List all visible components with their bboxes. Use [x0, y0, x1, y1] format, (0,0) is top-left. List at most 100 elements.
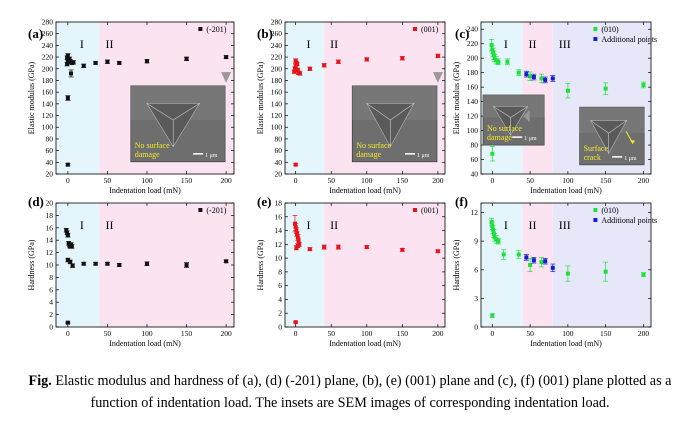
data-point [528, 74, 532, 78]
data-point [604, 270, 608, 274]
region-I [481, 203, 523, 327]
data-point [543, 259, 547, 263]
y-axis-label: Hardness (GPa) [452, 239, 461, 290]
region-II [324, 203, 445, 327]
x-axis-label: Indentation load (mN) [329, 186, 401, 195]
y-tick-label: 80 [46, 134, 54, 143]
data-point [68, 260, 72, 264]
x-tick-label: 200 [432, 329, 444, 338]
sem-inset-inset: No surfacedamage 1 μm [352, 86, 437, 162]
region-label: II [330, 37, 338, 51]
data-point [566, 89, 570, 93]
y-tick-label: 60 [471, 155, 479, 164]
y-tick-label: 8 [49, 273, 53, 282]
y-tick-label: 18 [46, 211, 54, 220]
legend-marker [593, 218, 597, 222]
data-point [400, 56, 404, 60]
y-tick-label: 100 [42, 123, 54, 132]
data-point [185, 57, 189, 61]
figure-canvas: I II0 50 100 150 2002040608010012014016018020… [0, 0, 700, 370]
y-tick-label: 3 [474, 294, 478, 303]
x-tick-label: 100 [562, 329, 574, 338]
y-tick-label: 12 [275, 240, 283, 249]
data-point [400, 248, 404, 252]
chart-panel-c: I II III0 50 100 150 2004060801001201401601802… [452, 22, 657, 195]
data-point [524, 255, 528, 259]
data-point [436, 249, 440, 253]
x-tick-label: 50 [526, 176, 534, 185]
y-tick-label: 40 [46, 158, 54, 167]
data-point [66, 96, 70, 100]
data-point [496, 60, 500, 64]
x-tick-label: 200 [220, 329, 232, 338]
y-tick-label: 18 [275, 199, 283, 208]
x-tick-label: 0 [294, 176, 298, 185]
x-axis-label: Indentation load (mN) [329, 339, 401, 348]
legend-marker [413, 208, 417, 212]
data-point [566, 272, 570, 276]
legend-entry: (-201) [206, 206, 226, 215]
x-tick-label: 100 [141, 329, 153, 338]
y-tick-label: 6 [474, 265, 478, 274]
legend-entry: (010) [601, 25, 619, 34]
data-point [295, 62, 299, 66]
data-point [224, 259, 228, 263]
data-point [551, 76, 555, 80]
y-tick-label: 20 [46, 199, 54, 208]
data-point [294, 163, 298, 167]
y-tick-label: 200 [467, 54, 479, 63]
y-tick-label: 20 [275, 170, 283, 179]
x-tick-label: 150 [600, 329, 612, 338]
data-point [145, 59, 149, 63]
data-point [294, 225, 298, 229]
data-point [539, 260, 543, 264]
y-tick-label: 2 [49, 310, 53, 319]
y-tick-label: 220 [271, 53, 283, 62]
y-tick-label: 140 [467, 97, 479, 106]
inset-label-line1: No surface [356, 141, 391, 150]
legend-marker [198, 208, 202, 212]
region-II [523, 203, 553, 327]
data-point [336, 245, 340, 249]
caption-text: Elastic modulus and hardness of (a), (d)… [52, 373, 672, 411]
sem-inset-inset_right: Surfacecrack 1 μm [580, 107, 645, 165]
chart-panel-d: I II0 50 100 150 20002468101214161820Indentat… [27, 194, 234, 348]
y-tick-label: 14 [46, 236, 54, 245]
data-point [66, 233, 70, 237]
y-tick-label: 2 [278, 309, 282, 318]
legend-entry: (001) [421, 206, 439, 215]
legend-marker [593, 27, 597, 31]
legend-entry: Additional points [601, 216, 657, 225]
x-tick-label: 150 [397, 176, 409, 185]
data-point [294, 229, 298, 233]
y-axis-label: Elastic modulus (GPa) [256, 61, 265, 134]
data-point [517, 71, 521, 75]
inset-label-line1: No surface [487, 124, 522, 133]
y-tick-label: 160 [467, 83, 479, 92]
sem-inset-inset: No surfacedamage 1 μm [131, 86, 225, 162]
data-point [94, 61, 98, 65]
y-tick-label: 12 [46, 248, 54, 257]
y-tick-label: 80 [275, 134, 283, 143]
data-point [436, 54, 440, 58]
panel-label: (d) [28, 194, 44, 209]
data-point [69, 71, 73, 75]
inset-label-line2: crack [584, 153, 601, 162]
inset-label-line1: Surface [584, 144, 609, 153]
panel-label: (e) [257, 194, 271, 209]
region-I [56, 203, 100, 327]
y-tick-label: 180 [271, 76, 283, 85]
data-point [66, 163, 70, 167]
data-point [322, 245, 326, 249]
region-I [285, 203, 324, 327]
legend-entry: (001) [421, 25, 439, 34]
y-tick-label: 200 [42, 64, 54, 73]
data-point [551, 266, 555, 270]
legend-entry: (-201) [206, 25, 226, 34]
y-tick-label: 120 [42, 111, 54, 120]
data-point [490, 314, 494, 318]
data-point [641, 83, 645, 87]
x-tick-label: 100 [361, 176, 373, 185]
region-label: I [80, 37, 84, 51]
data-point [70, 244, 74, 248]
